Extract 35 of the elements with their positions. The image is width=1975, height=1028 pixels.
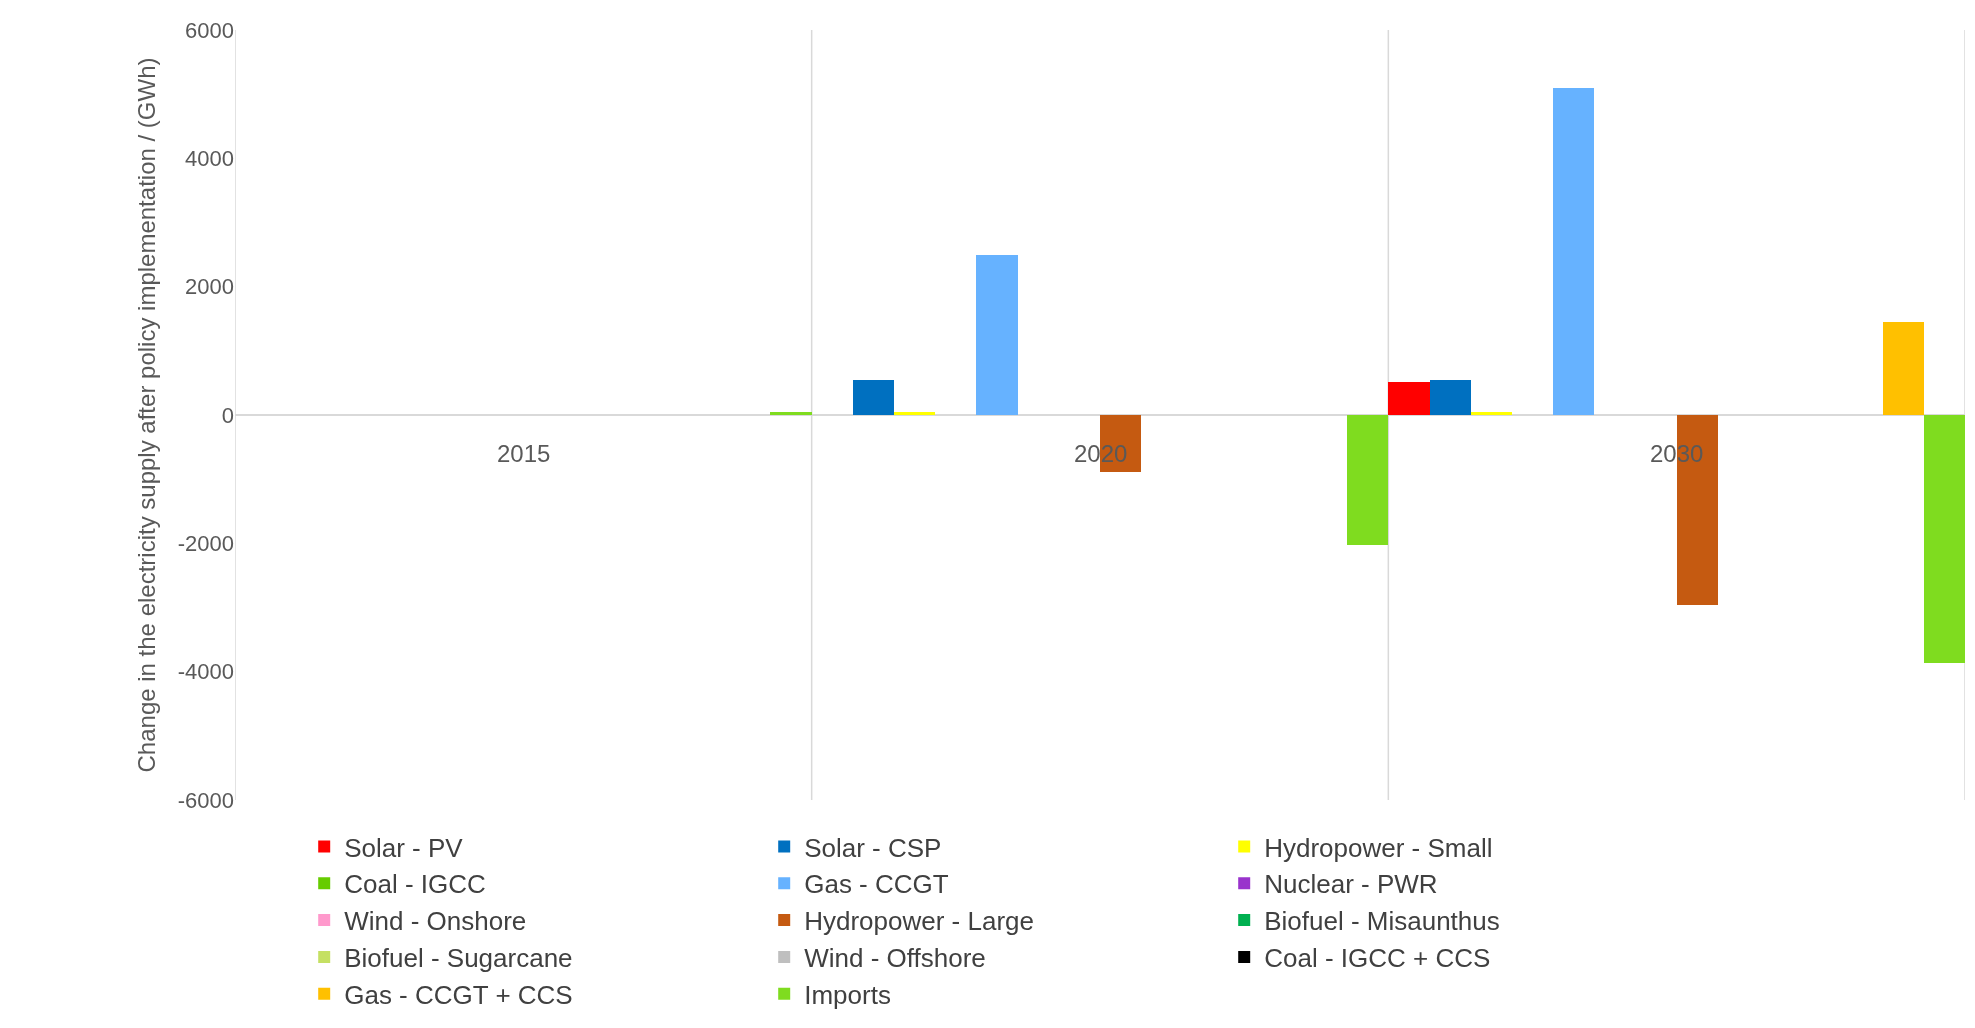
legend-label: Wind - Onshore xyxy=(344,906,527,937)
legend-label: Imports xyxy=(804,979,891,1010)
y-axis-title: Change in the electricity supply after policy implementation / (GWh) xyxy=(132,57,160,773)
legend-label: Coal - IGCC + CCS xyxy=(1264,943,1491,974)
bar xyxy=(1553,88,1594,415)
bar xyxy=(853,380,894,415)
x-tick-label: 2030 xyxy=(1650,440,1704,467)
legend-label: Hydropower - Small xyxy=(1264,832,1493,863)
legend-label: Gas - CCGT + CCS xyxy=(344,979,573,1010)
legend-label: Solar - CSP xyxy=(804,832,942,863)
bar xyxy=(1471,412,1512,415)
legend-label: Wind - Offshore xyxy=(804,943,986,974)
y-tick-label: -2000 xyxy=(177,531,234,557)
y-tick-label: -4000 xyxy=(177,659,234,685)
y-tick-label: 2000 xyxy=(185,274,234,300)
bar xyxy=(770,412,812,415)
bar xyxy=(1388,382,1430,415)
y-tick-label: 4000 xyxy=(185,146,234,172)
legend-label: Hydropower - Large xyxy=(804,906,1034,937)
bar xyxy=(1430,380,1471,415)
legend-label: Solar - PV xyxy=(344,832,464,863)
bar xyxy=(1924,415,1965,663)
legend-label: Coal - IGCC xyxy=(344,869,486,900)
legend-label: Biofuel - Sugarcane xyxy=(344,943,573,974)
x-tick-label: 2015 xyxy=(497,440,551,467)
bar xyxy=(894,412,935,415)
legend-label: Biofuel - Misaunthus xyxy=(1264,906,1500,937)
legend-label: Nuclear - PWR xyxy=(1264,869,1438,900)
y-tick-label: 6000 xyxy=(185,17,234,43)
bar xyxy=(976,255,1018,415)
y-tick-label: 0 xyxy=(221,402,234,428)
legend-label: Gas - CCGT xyxy=(804,869,949,900)
bar xyxy=(1883,322,1924,415)
y-tick-label: -6000 xyxy=(177,787,234,813)
bar xyxy=(1347,415,1388,545)
